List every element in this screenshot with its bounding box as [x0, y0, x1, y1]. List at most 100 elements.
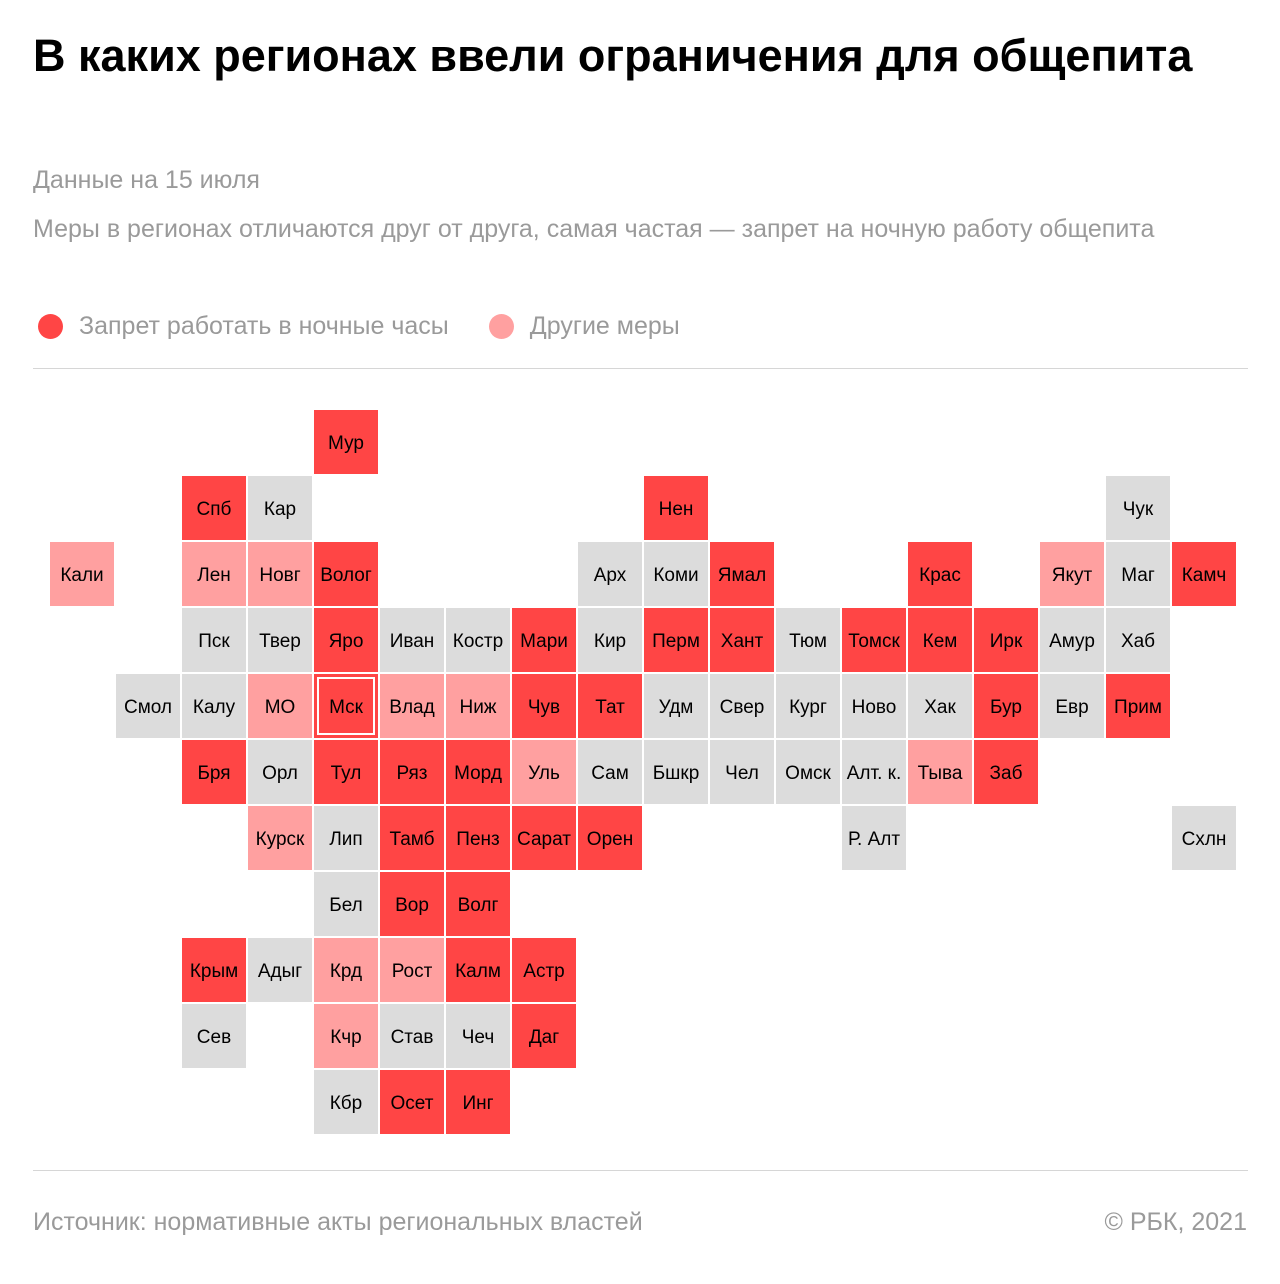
legend-item-night-ban: Запрет работать в ночные часы [38, 312, 449, 341]
region-tile: Удм [644, 674, 708, 738]
region-tile: Став [380, 1004, 444, 1068]
region-label: Ряз [396, 763, 427, 784]
region-label: Бур [990, 697, 1022, 718]
region-tile: Заб [974, 740, 1038, 804]
region-tile: Осет [380, 1070, 444, 1134]
region-label: Сам [591, 763, 629, 784]
region-cell [908, 740, 972, 804]
region-tile: Чел [710, 740, 774, 804]
region-tile: Тул [314, 740, 378, 804]
region-cell [314, 410, 378, 474]
region-cell [974, 608, 1038, 672]
data-date: Данные на 15 июля [33, 166, 260, 194]
region-label: Уль [528, 763, 560, 784]
region-tile: Морд [446, 740, 510, 804]
region-tile: Сам [578, 740, 642, 804]
region-tile: Кбр [314, 1070, 378, 1134]
region-tile: Кург [776, 674, 840, 738]
region-cell [644, 476, 708, 540]
region-tile: Астр [512, 938, 576, 1002]
region-tile: Сев [182, 1004, 246, 1068]
region-label: Кчр [330, 1027, 362, 1048]
region-tile: Спб [182, 476, 246, 540]
region-label: Евр [1055, 697, 1088, 718]
region-cell [908, 674, 972, 738]
region-cell [446, 938, 510, 1002]
chart-title: В каких регионах ввели ограничения для о… [33, 30, 1193, 81]
region-label: Лип [329, 829, 362, 850]
region-cell [644, 674, 708, 738]
region-tile: Орл [248, 740, 312, 804]
region-tile: Чув [512, 674, 576, 738]
region-label: Хант [721, 631, 764, 652]
region-label: Мур [328, 433, 364, 454]
region-tile: Бшкр [644, 740, 708, 804]
region-tile: Влад [380, 674, 444, 738]
region-label: Крас [919, 565, 961, 586]
region-tile: Адыг [248, 938, 312, 1002]
region-cell [578, 608, 642, 672]
chart-subtitle: Меры в регионах отличаются друг от друга… [33, 215, 1155, 243]
region-label: Костр [453, 631, 503, 652]
region-tile: Тюм [776, 608, 840, 672]
region-cell [512, 740, 576, 804]
region-cell [578, 806, 642, 870]
region-tile: Смол [116, 674, 180, 738]
region-label: Р. Алт [848, 829, 900, 850]
region-cell [380, 938, 444, 1002]
region-label: Перм [652, 631, 700, 652]
region-label: Якут [1052, 565, 1093, 586]
region-label: Тат [595, 697, 625, 718]
region-cell [1106, 608, 1170, 672]
region-tile: Костр [446, 608, 510, 672]
region-label: Рост [392, 961, 433, 982]
region-cell [248, 542, 312, 606]
region-cell [314, 740, 378, 804]
region-label: Крд [330, 961, 362, 982]
region-label: Лен [197, 565, 231, 586]
region-cell [116, 674, 180, 738]
region-tile: Ирк [974, 608, 1038, 672]
region-label: Вор [395, 895, 429, 916]
region-label: Томск [848, 631, 900, 652]
region-cell [314, 1070, 378, 1134]
region-cell [512, 608, 576, 672]
region-label: Кир [594, 631, 626, 652]
region-tile: Маг [1106, 542, 1170, 606]
region-cell [248, 740, 312, 804]
region-cell [248, 476, 312, 540]
region-tile: Волг [446, 872, 510, 936]
region-label: Ирк [990, 631, 1023, 652]
region-cell [380, 872, 444, 936]
region-cell [248, 938, 312, 1002]
region-tile: Даг [512, 1004, 576, 1068]
region-label: Чук [1123, 499, 1154, 520]
region-tile: Калм [446, 938, 510, 1002]
region-cell [380, 740, 444, 804]
region-cell [1106, 674, 1170, 738]
region-label: Ниж [459, 697, 496, 718]
region-cell [1040, 542, 1104, 606]
region-label: Тюм [789, 631, 827, 652]
region-cell [248, 674, 312, 738]
region-tile: Схлн [1172, 806, 1236, 870]
region-cell [1040, 674, 1104, 738]
region-cell [578, 542, 642, 606]
region-tile: Кчр [314, 1004, 378, 1068]
region-cell [380, 608, 444, 672]
region-cell [512, 1004, 576, 1068]
region-label: Омск [785, 763, 831, 784]
region-cell [1106, 542, 1170, 606]
region-label: Тул [331, 763, 362, 784]
region-cell [908, 608, 972, 672]
region-tile: Амур [1040, 608, 1104, 672]
region-cell [182, 938, 246, 1002]
region-label: Бел [329, 895, 363, 916]
region-cell [314, 938, 378, 1002]
region-cell [446, 1004, 510, 1068]
region-tile: Сарат [512, 806, 576, 870]
legend-label-night-ban: Запрет работать в ночные часы [79, 312, 449, 340]
region-tile: Свер [710, 674, 774, 738]
region-cell [644, 542, 708, 606]
region-label: Бря [197, 763, 230, 784]
